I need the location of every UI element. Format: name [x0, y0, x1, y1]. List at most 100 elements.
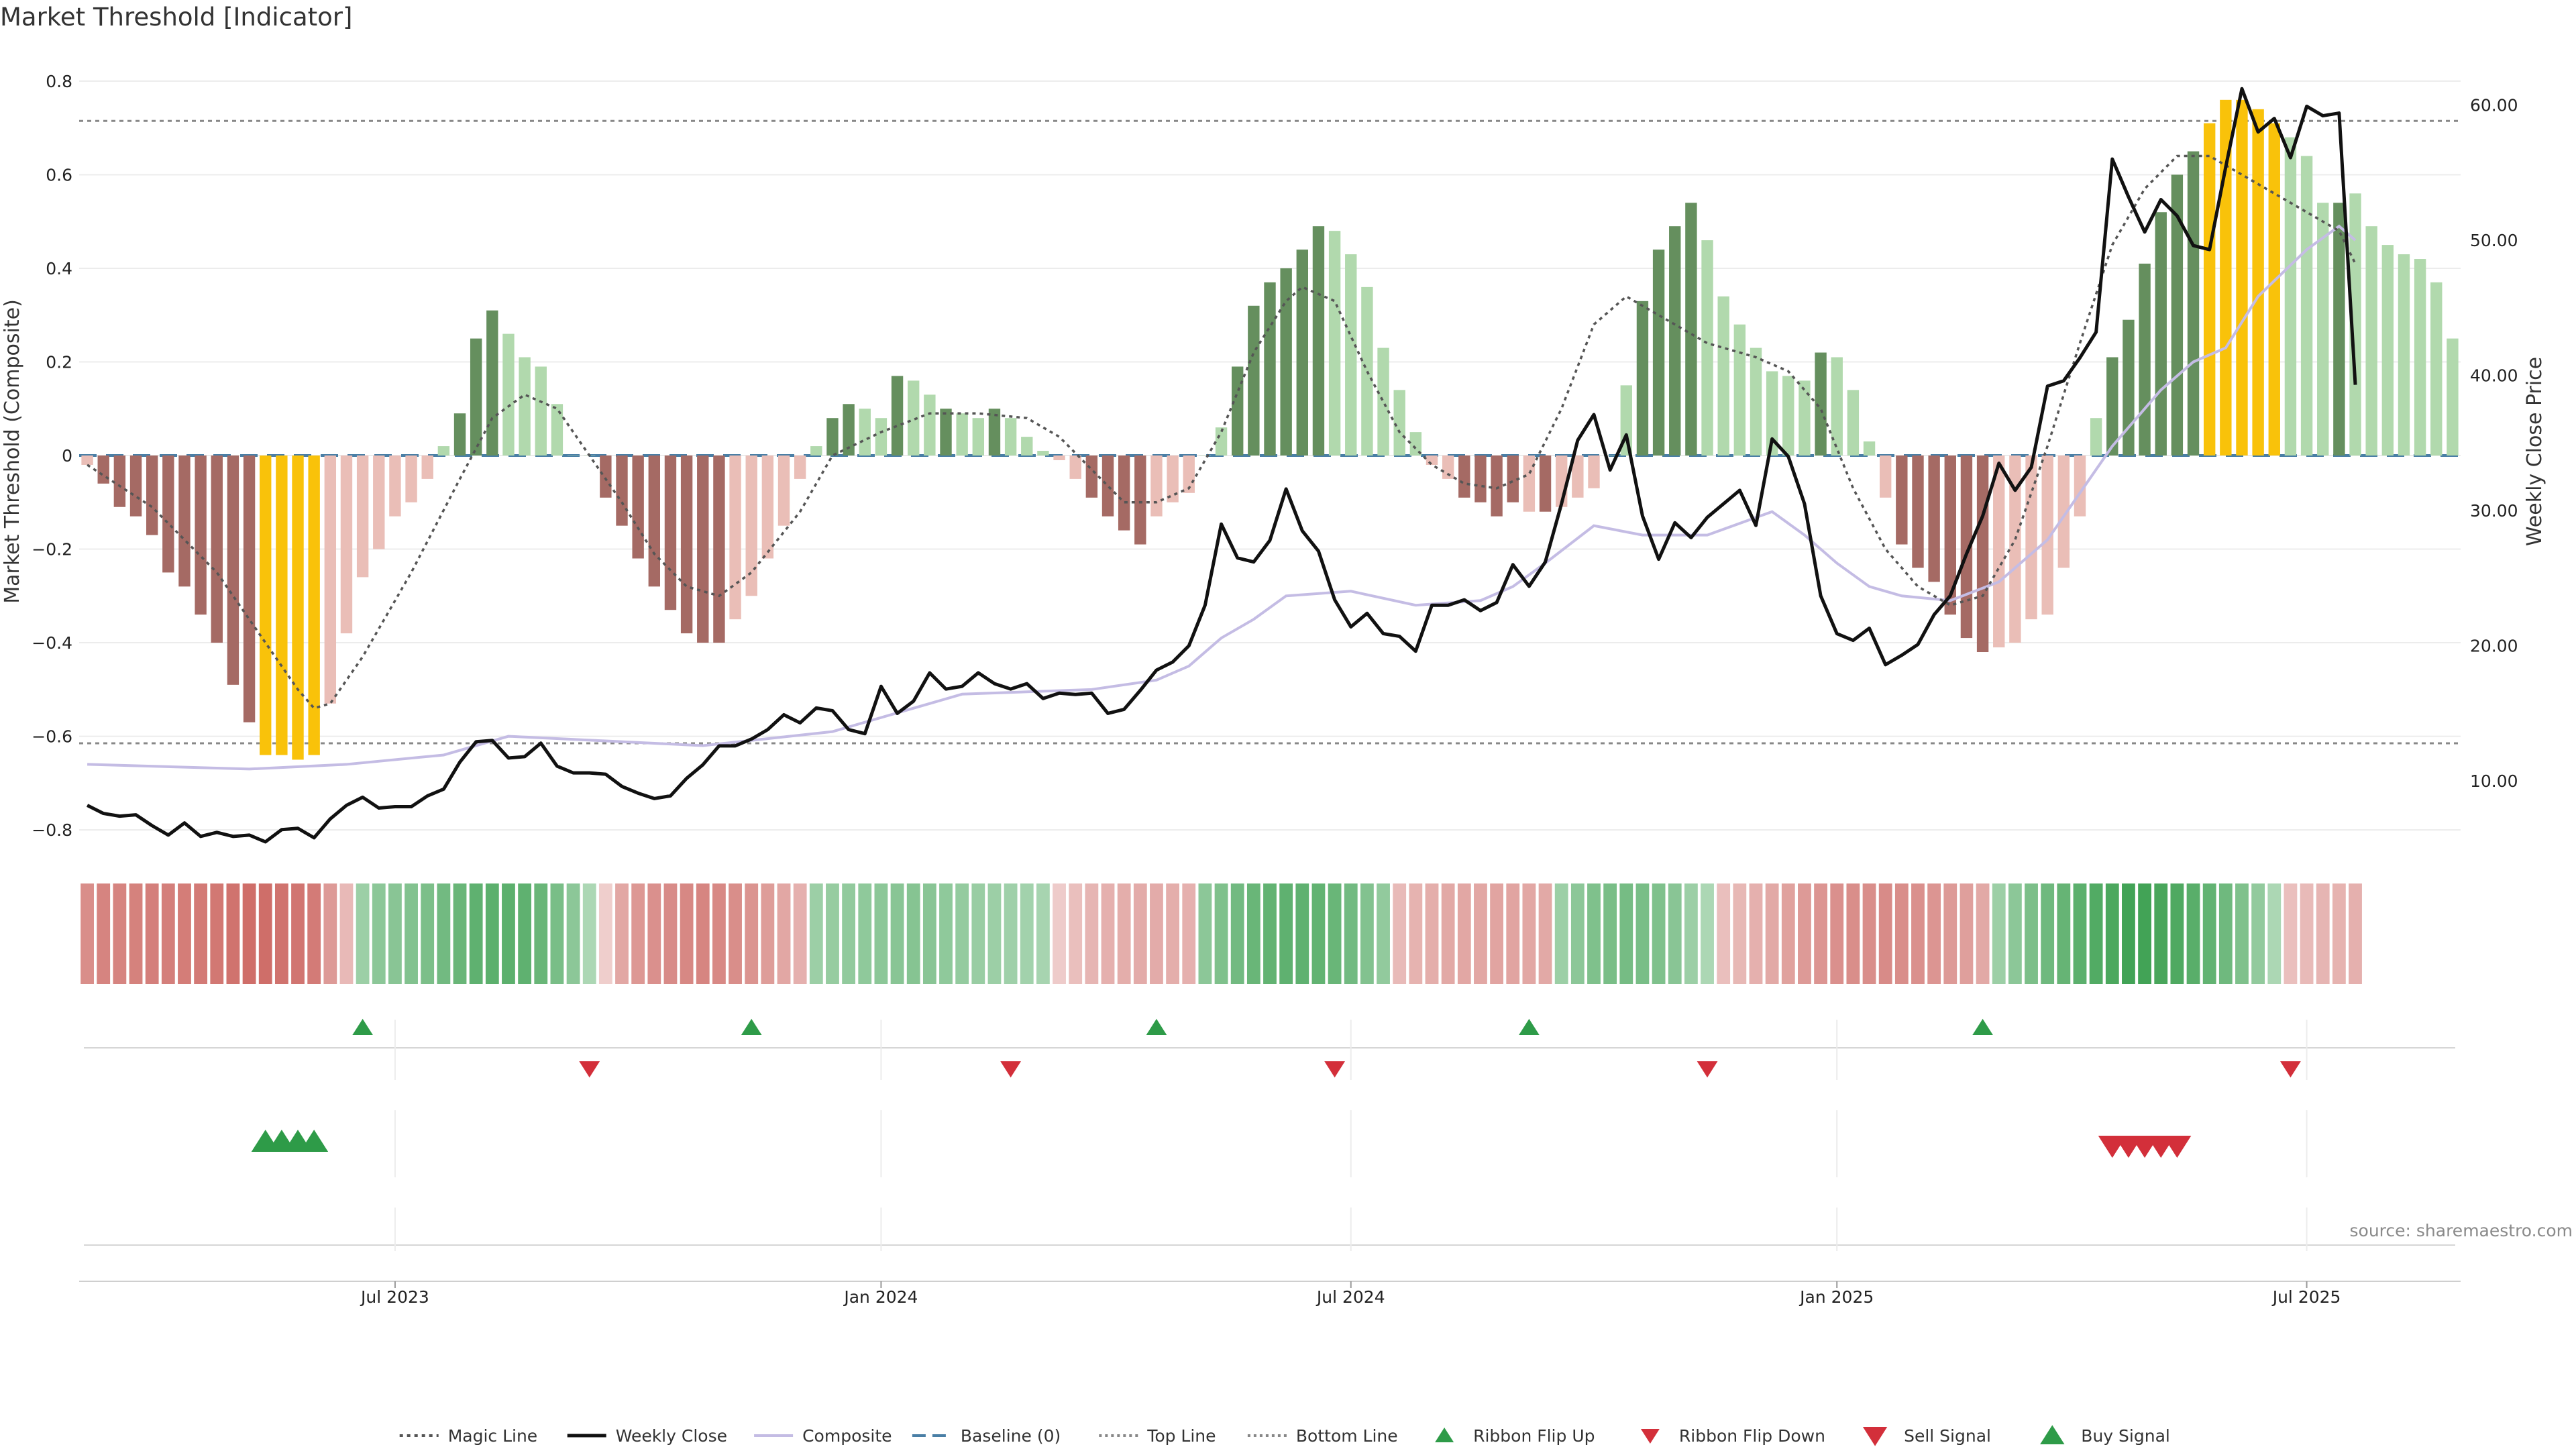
histogram-bar: [129, 455, 142, 517]
ribbon-cell: [1101, 883, 1115, 984]
ribbon-cell: [1053, 883, 1066, 984]
signal-panels: [79, 1020, 2461, 1282]
ribbon-cell: [1377, 883, 1390, 984]
ribbon-cell: [1781, 883, 1795, 984]
ribbon-cell: [421, 883, 435, 984]
ribbon-cell: [1911, 883, 1925, 984]
ribbon-cell: [258, 883, 272, 984]
histogram-bar: [616, 455, 628, 526]
ribbon-cell: [1246, 883, 1260, 984]
ribbon-cell: [922, 883, 936, 984]
histogram-bar: [2090, 418, 2102, 456]
histogram-bar: [1701, 240, 1713, 456]
ribbon-cell: [534, 883, 548, 984]
ribbon-cell: [2202, 883, 2216, 984]
histogram-bar: [1523, 455, 1536, 512]
ribbon-cell: [2122, 883, 2135, 984]
histogram-bar: [1815, 352, 1827, 456]
histogram-bar: [1685, 203, 1697, 456]
ribbon-cell: [97, 883, 111, 984]
histogram-bar: [777, 455, 790, 526]
ribbon-panel: [80, 883, 2362, 984]
legend-swatch: [1862, 1427, 1888, 1446]
ribbon-cell: [696, 883, 710, 984]
histogram-bar: [1474, 455, 1487, 502]
ribbon-cell: [2186, 883, 2200, 984]
ribbon-cell: [1846, 883, 1860, 984]
histogram-bar: [178, 455, 191, 587]
histogram-bar: [1733, 324, 1746, 456]
weekly-close-line: [86, 87, 2357, 844]
ribbon-cell: [2332, 883, 2346, 984]
legend-label: Baseline (0): [961, 1426, 1061, 1446]
histogram-bar: [1248, 305, 1260, 456]
histogram-bar: [875, 418, 888, 456]
histogram-bars: [81, 99, 2459, 760]
ribbon-cell: [647, 883, 661, 984]
ribbon-cell: [1004, 883, 1018, 984]
histogram-bar: [146, 455, 158, 535]
histogram-bar: [195, 455, 207, 615]
ribbon-flip-down-marker: [1697, 1061, 1718, 1078]
legend: Magic Line Weekly Close Composite Baseline …: [399, 1425, 2170, 1446]
ribbon-cell: [2089, 883, 2103, 984]
ribbon-cell: [1344, 883, 1358, 984]
ribbon-cell: [1554, 883, 1568, 984]
histogram-bar: [1669, 226, 1681, 456]
magic-line: [87, 154, 2357, 710]
ribbon-cell: [388, 883, 402, 984]
histogram-bar: [2041, 455, 2053, 615]
histogram-bar: [437, 446, 450, 456]
histogram-bar: [421, 455, 433, 479]
histogram-bar: [1069, 455, 1081, 479]
ribbon-cell: [550, 883, 564, 984]
chart-title: Market Threshold [Indicator]: [0, 3, 352, 32]
ribbon-cell: [1198, 883, 1212, 984]
ribbon-cell: [1570, 883, 1585, 984]
ribbon-cell: [615, 883, 629, 984]
y-tick-label: 0.2: [46, 352, 72, 372]
histogram-bar: [2300, 156, 2313, 456]
ribbon-cell: [2316, 883, 2330, 984]
ribbon-cell: [858, 883, 872, 984]
histogram-bar: [1750, 347, 1762, 456]
histogram-bar: [680, 455, 693, 634]
histogram-bar: [1507, 455, 1519, 502]
histogram-bar: [519, 357, 531, 456]
histogram-bar: [600, 455, 612, 498]
ribbon-cell: [2235, 883, 2249, 984]
ribbon-cell: [1538, 883, 1552, 984]
histogram-bar: [2203, 123, 2216, 456]
histogram-bar: [1377, 347, 1389, 456]
ribbon-cell: [1020, 883, 1034, 984]
legend-label: Magic Line: [448, 1426, 538, 1446]
histogram-bar: [713, 455, 725, 643]
histogram-bar: [1491, 455, 1503, 517]
histogram-bar: [908, 380, 920, 456]
histogram-bar: [308, 455, 320, 755]
histogram-bar: [1328, 231, 1341, 456]
ribbon-cell: [2008, 883, 2022, 984]
histogram-bar: [1409, 432, 1422, 456]
magic-line-series: [87, 154, 2357, 710]
ribbon-cell: [2349, 883, 2362, 984]
histogram-bar: [729, 455, 741, 620]
ribbon-cell: [1814, 883, 1827, 984]
y-tick-label: −0.8: [32, 820, 72, 840]
ribbon-cell: [194, 883, 208, 984]
ribbon-cell: [1522, 883, 1536, 984]
histogram-bar: [1215, 427, 1228, 456]
ribbon-cell: [1927, 883, 1941, 984]
histogram-bar: [1134, 455, 1146, 545]
histogram-bar: [2381, 245, 2394, 456]
histogram-bar: [1458, 455, 1470, 498]
ribbon-cell: [2251, 883, 2265, 984]
y-tick-label: 0.6: [46, 165, 72, 184]
y2-axis-label: Weekly Close Price: [2523, 357, 2546, 546]
histogram-bar: [632, 455, 644, 559]
histogram-bar: [648, 455, 661, 587]
ribbon-cell: [1717, 883, 1731, 984]
ribbon-cell: [2105, 883, 2119, 984]
ribbon-cell: [809, 883, 823, 984]
